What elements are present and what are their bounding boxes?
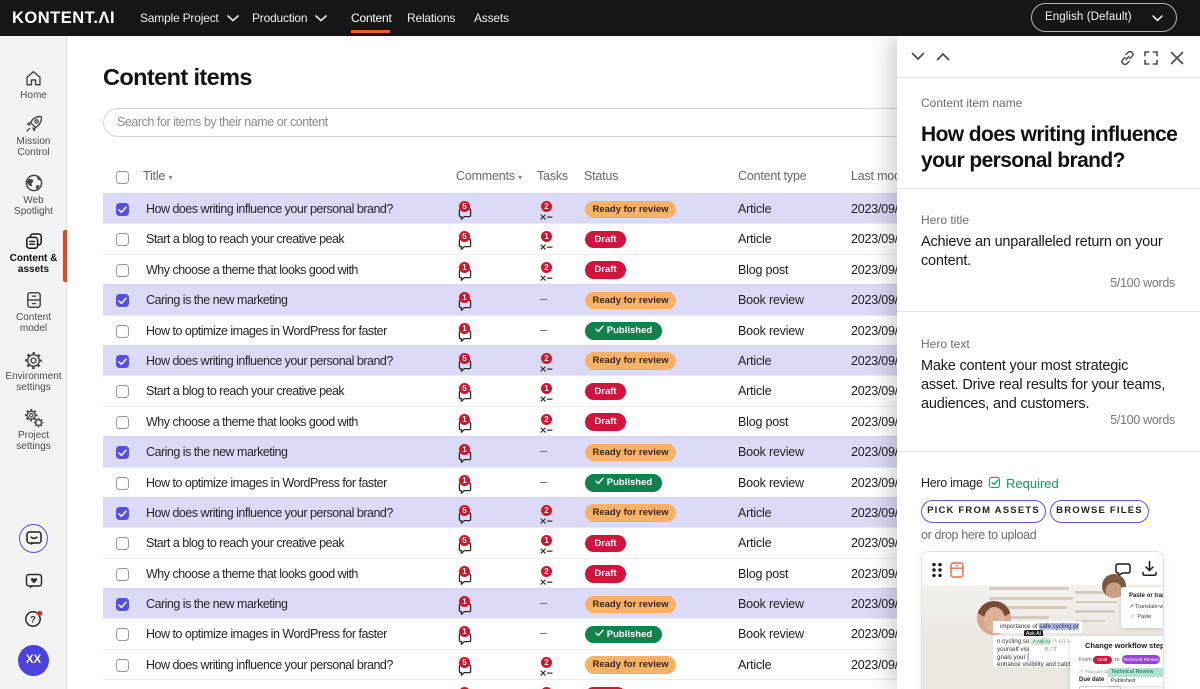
svg-text:?: ?	[30, 614, 36, 625]
